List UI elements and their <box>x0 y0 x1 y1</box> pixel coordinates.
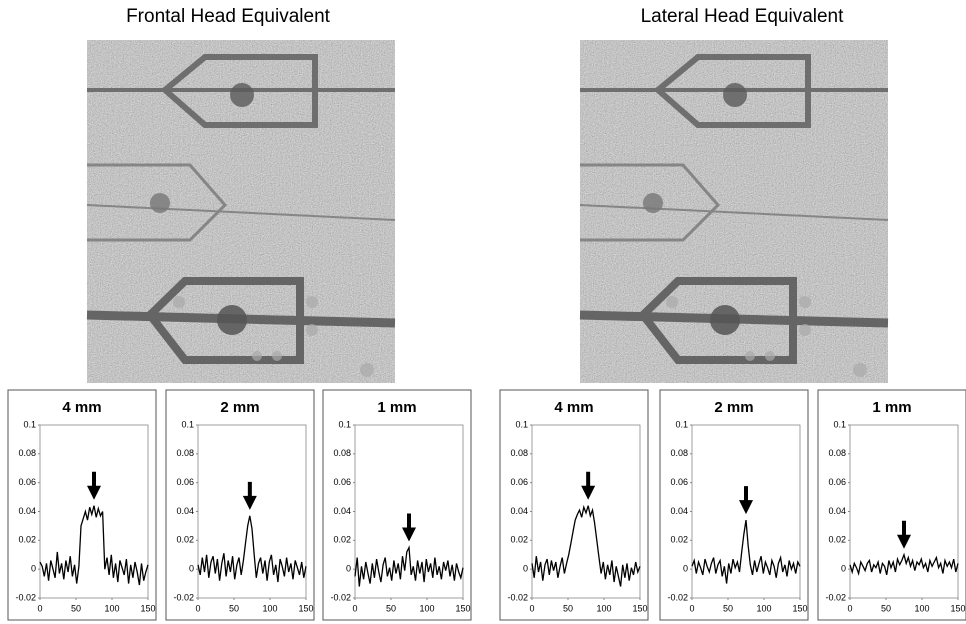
panel-title: 4 mm <box>554 399 593 416</box>
y-tick-label: 0.08 <box>510 448 528 458</box>
x-tick-label: 100 <box>756 603 771 613</box>
data-line <box>849 552 959 576</box>
x-tick-label: 0 <box>37 603 42 613</box>
y-tick-label: 0.08 <box>333 448 351 458</box>
xray-image <box>87 40 395 383</box>
data-line <box>197 515 307 583</box>
panel-frame <box>499 389 649 621</box>
arrow <box>739 486 753 515</box>
x-tick-label: 150 <box>455 603 470 613</box>
x-tick-label: 150 <box>792 603 807 613</box>
y-tick-label: 0.02 <box>176 535 194 545</box>
x-tick-label: 50 <box>229 603 239 613</box>
y-tick-label: 0.08 <box>176 448 194 458</box>
y-tick-label: 0.02 <box>333 535 351 545</box>
y-tick-label: 0.04 <box>18 506 36 516</box>
y-tick-label: -0.02 <box>825 592 846 602</box>
y-tick-label: 0.1 <box>181 419 194 429</box>
y-tick-label: 0 <box>346 564 351 574</box>
x-tick-label: 100 <box>104 603 119 613</box>
x-tick-label: 50 <box>71 603 81 613</box>
panel-title: 2 mm <box>220 399 259 416</box>
y-tick-label: 0.02 <box>18 535 36 545</box>
y-tick-label: 0.1 <box>338 419 351 429</box>
y-tick-label: 0.1 <box>833 419 846 429</box>
x-tick-label: 50 <box>563 603 573 613</box>
data-line <box>531 504 641 587</box>
y-tick-label: 0.06 <box>176 477 194 487</box>
figure-title: Lateral Head Equivalent <box>641 6 845 27</box>
x-tick-label: 0 <box>847 603 852 613</box>
arrow <box>581 471 596 500</box>
y-tick-label: 0.02 <box>828 535 846 545</box>
y-tick-label: 0 <box>523 564 528 574</box>
x-tick-label: 50 <box>881 603 891 613</box>
y-tick-label: 0.04 <box>828 506 846 516</box>
x-tick-label: 0 <box>195 603 200 613</box>
y-tick-label: 0.08 <box>670 448 688 458</box>
x-tick-label: 0 <box>352 603 357 613</box>
y-tick-label: 0.1 <box>23 419 36 429</box>
xray-image <box>580 40 888 383</box>
y-tick-label: 0.04 <box>333 506 351 516</box>
y-tick-label: -0.02 <box>330 592 351 602</box>
y-tick-label: -0.02 <box>15 592 36 602</box>
y-tick-label: 0.06 <box>333 477 351 487</box>
x-tick-label: 50 <box>386 603 396 613</box>
figure-title: Frontal Head Equivalent <box>126 6 331 27</box>
y-tick-label: 0.06 <box>670 477 688 487</box>
y-tick-label: 0.1 <box>675 419 688 429</box>
panel-title: 1 mm <box>872 399 911 416</box>
arrow <box>402 513 416 542</box>
y-tick-label: -0.02 <box>507 592 528 602</box>
x-tick-label: 0 <box>689 603 694 613</box>
panel-title: 2 mm <box>714 399 753 416</box>
x-tick-label: 150 <box>140 603 155 613</box>
x-tick-label: 150 <box>950 603 965 613</box>
arrow <box>897 520 911 549</box>
data-line <box>39 505 149 586</box>
y-tick-label: 0.06 <box>828 477 846 487</box>
y-tick-label: 0.02 <box>670 535 688 545</box>
x-tick-label: 100 <box>914 603 929 613</box>
panel-frame <box>322 389 472 621</box>
panel-frame <box>659 389 809 621</box>
panel-title: 4 mm <box>62 399 101 416</box>
y-tick-label: 0 <box>31 564 36 574</box>
x-tick-label: 50 <box>723 603 733 613</box>
arrow <box>242 481 257 510</box>
x-tick-label: 100 <box>596 603 611 613</box>
y-tick-label: 0.1 <box>515 419 528 429</box>
y-tick-label: 0.04 <box>176 506 194 516</box>
y-tick-label: 0.08 <box>18 448 36 458</box>
y-tick-label: 0.04 <box>510 506 528 516</box>
x-tick-label: 150 <box>298 603 313 613</box>
panel-frame <box>817 389 966 621</box>
y-tick-label: 0.06 <box>510 477 528 487</box>
y-tick-label: 0.08 <box>828 448 846 458</box>
panel-frame <box>165 389 315 621</box>
data-line <box>354 545 464 587</box>
y-tick-label: -0.02 <box>173 592 194 602</box>
y-tick-label: 0.02 <box>510 535 528 545</box>
y-tick-label: 0.04 <box>670 506 688 516</box>
data-line <box>691 520 801 584</box>
arrow <box>87 471 101 500</box>
x-tick-label: 100 <box>262 603 277 613</box>
y-tick-label: -0.02 <box>667 592 688 602</box>
y-tick-label: 0 <box>189 564 194 574</box>
panel-frame <box>7 389 157 621</box>
panel-title: 1 mm <box>377 399 416 416</box>
y-tick-label: 0 <box>841 564 846 574</box>
x-tick-label: 100 <box>419 603 434 613</box>
x-tick-label: 150 <box>632 603 647 613</box>
y-tick-label: 0 <box>683 564 688 574</box>
x-tick-label: 0 <box>529 603 534 613</box>
y-tick-label: 0.06 <box>18 477 36 487</box>
